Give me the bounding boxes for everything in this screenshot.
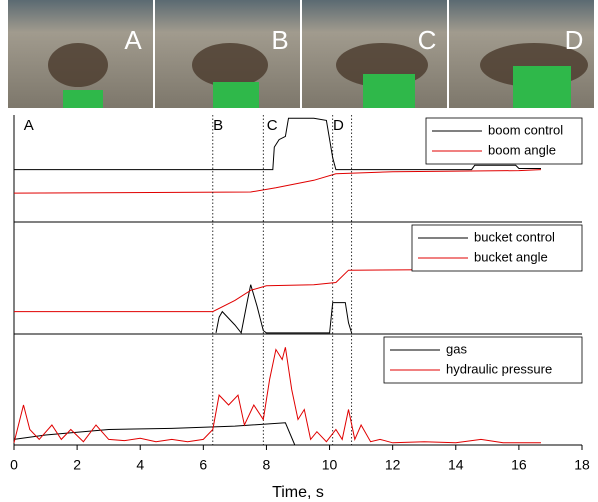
x-tick-label: 18 (574, 457, 590, 473)
series-line (13, 422, 541, 446)
x-tick-label: 16 (511, 457, 527, 473)
legend-box (411, 224, 583, 272)
series-line (14, 117, 541, 171)
photo-label: D (565, 25, 584, 55)
series-line (14, 268, 542, 313)
event-label: A (24, 117, 34, 134)
bucket (363, 74, 415, 108)
x-tick-label: 0 (10, 457, 18, 473)
x-tick-label: 2 (73, 457, 81, 473)
event-label: C (267, 117, 278, 134)
soil-patch (192, 43, 268, 87)
series-line (13, 347, 541, 444)
bucket (213, 82, 259, 108)
x-tick-label: 6 (199, 457, 207, 473)
event-label: B (213, 117, 223, 134)
x-tick-label: 4 (136, 457, 144, 473)
photo-label: A (124, 25, 142, 55)
legend-box (383, 336, 583, 384)
legend-box (425, 117, 583, 165)
photo-strip: A B C D (8, 0, 594, 108)
legend-label: bucket control (474, 229, 555, 244)
bucket (63, 90, 103, 108)
photo-label: B (271, 25, 288, 55)
x-tick-label: 10 (322, 457, 338, 473)
legend-label: bucket angle (474, 249, 548, 264)
event-label: D (333, 117, 344, 134)
soil-patch (48, 43, 108, 87)
x-tick-label: 12 (385, 457, 401, 473)
legend-label: gas (446, 341, 467, 356)
x-tick-label: 8 (263, 457, 271, 473)
series-line (215, 284, 353, 335)
legend-label: hydraulic pressure (446, 361, 552, 376)
x-axis-label: Time, s (272, 484, 324, 501)
bucket (513, 66, 571, 108)
x-tick-label: 14 (448, 457, 464, 473)
photo-label: C (418, 25, 437, 55)
legend-label: boom angle (488, 142, 556, 157)
legend-label: boom control (488, 122, 563, 137)
series-line (13, 169, 542, 194)
